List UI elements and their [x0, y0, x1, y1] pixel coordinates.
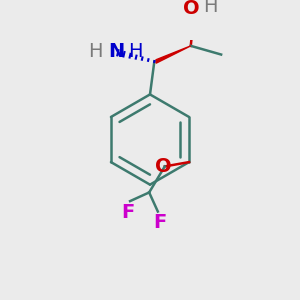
Text: H: H	[128, 42, 143, 61]
Text: H: H	[88, 42, 102, 61]
Text: F: F	[122, 203, 135, 222]
Text: F: F	[153, 213, 166, 232]
Text: O: O	[155, 157, 171, 176]
Text: H: H	[203, 0, 218, 16]
Polygon shape	[156, 46, 191, 63]
Text: N: N	[108, 42, 124, 61]
Text: O: O	[183, 0, 200, 18]
